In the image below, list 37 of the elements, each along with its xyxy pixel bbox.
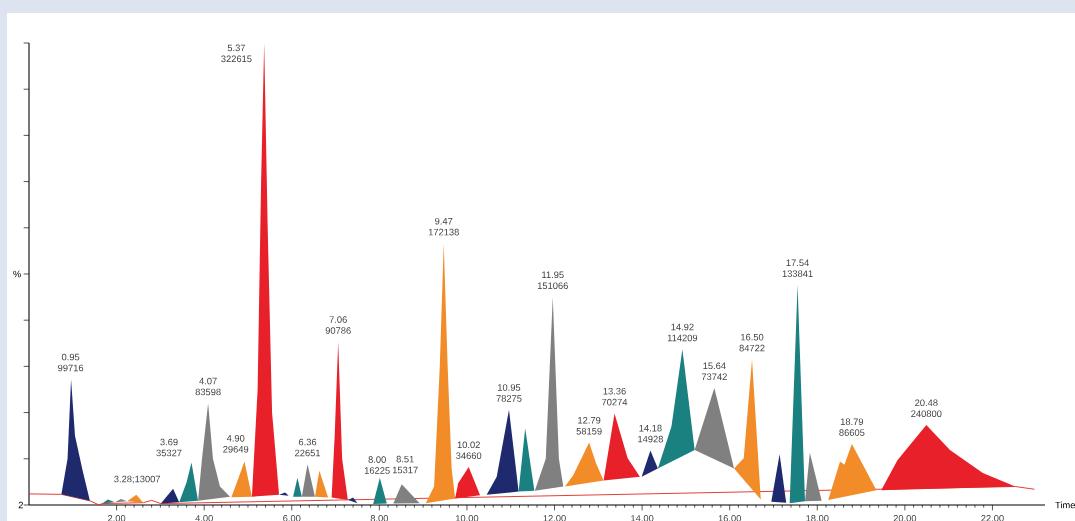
annotation: 5.37 322615 xyxy=(221,44,252,63)
annotation: 3.69 35327 xyxy=(156,438,182,457)
annotation: 8.00 16225 xyxy=(364,456,390,474)
annotation: 10.95 78275 xyxy=(496,384,522,402)
annotation: 15.64 73742 xyxy=(701,362,727,381)
annotation: 12.79 58159 xyxy=(576,417,602,435)
y-axis-title: % xyxy=(13,270,21,278)
annotation: 3.28;13007 xyxy=(114,475,161,484)
annotation: 13.36 70274 xyxy=(602,387,628,406)
annotation: 11.95 151066 xyxy=(537,271,568,290)
x-tick-label: 16.00 xyxy=(718,515,742,521)
x-tick-label: 22.00 xyxy=(981,515,1004,521)
annotation: 14.18 14928 xyxy=(638,424,663,443)
annotation: 8.51 15317 xyxy=(392,455,418,474)
x-tick-label: 18.00 xyxy=(806,515,829,521)
annotation: 17.54 133841 xyxy=(782,259,813,277)
annotation: 16.50 84722 xyxy=(739,333,765,352)
x-tick-label: 10.00 xyxy=(455,515,479,521)
annotation: 20.48 240800 xyxy=(911,399,942,417)
x-tick-label: 4.00 xyxy=(195,515,213,521)
annotation: 7.06 90786 xyxy=(325,316,351,334)
annotation: 10.02 34660 xyxy=(456,441,482,460)
annotation: 9.47 172138 xyxy=(428,217,459,236)
text: 2 xyxy=(18,501,23,509)
annotation: 4.90 29649 xyxy=(223,435,249,453)
x-axis-title: Time xyxy=(1055,501,1075,509)
annotation: 18.79 86605 xyxy=(839,418,865,436)
annotation: 4.07 83598 xyxy=(195,377,221,396)
x-tick-label: 14.00 xyxy=(631,515,654,521)
annotation: 14.92 114209 xyxy=(667,323,698,342)
x-tick-label: 2.00 xyxy=(107,515,126,521)
x-tick-label: 8.00 xyxy=(370,515,389,521)
x-tick-label: 12.00 xyxy=(543,515,566,521)
annotation: 6.36 22651 xyxy=(295,438,321,457)
annotation: 0.95 99716 xyxy=(58,353,84,372)
x-tick-label: 6.00 xyxy=(283,515,301,521)
x-tick-label: 20.00 xyxy=(893,515,917,521)
